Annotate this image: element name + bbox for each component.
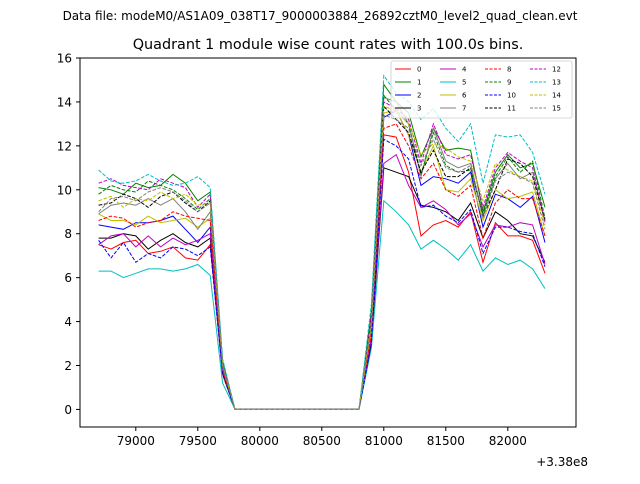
legend-label-0: 0 [417, 66, 421, 74]
y-tick-label: 4 [64, 315, 72, 329]
legend-label-1: 1 [417, 79, 421, 87]
y-tick-label: 14 [57, 95, 72, 109]
legend-label-7: 7 [462, 105, 466, 113]
x-tick-label: 81500 [427, 434, 465, 448]
legend-label-14: 14 [552, 92, 561, 100]
chart-title: Quadrant 1 module wise count rates with … [133, 37, 524, 53]
legend-label-13: 13 [552, 79, 561, 87]
legend-label-3: 3 [417, 105, 421, 113]
y-tick-label: 8 [64, 227, 72, 241]
x-tick-label: 79500 [179, 434, 217, 448]
plot-area [98, 74, 546, 410]
legend-label-12: 12 [552, 66, 561, 74]
legend-label-2: 2 [417, 92, 421, 100]
legend-label-6: 6 [462, 92, 467, 100]
legend-label-4: 4 [462, 66, 467, 74]
legend-label-5: 5 [462, 79, 466, 87]
x-tick-label: 79000 [117, 434, 155, 448]
y-tick-label: 10 [57, 183, 72, 197]
y-tick-label: 0 [64, 403, 72, 417]
suptitle: Data file: modeM0/AS1A09_038T17_90000038… [63, 9, 578, 23]
y-tick-label: 16 [57, 52, 72, 66]
y-tick-label: 6 [64, 271, 72, 285]
legend-label-15: 15 [552, 105, 561, 113]
y-tick-label: 2 [64, 359, 72, 373]
y-tick-label: 12 [57, 139, 72, 153]
legend-label-9: 9 [507, 79, 511, 87]
x-tick-label: 82000 [489, 434, 527, 448]
x-offset-label: +3.38e8 [536, 455, 588, 469]
x-tick-label: 80000 [241, 434, 279, 448]
series-line-14 [98, 105, 546, 410]
x-tick-label: 81000 [365, 434, 403, 448]
legend-label-11: 11 [507, 105, 516, 113]
legend-label-8: 8 [507, 66, 511, 74]
series-line-15 [98, 114, 546, 410]
legend-label-10: 10 [507, 92, 516, 100]
axes: 79000 79500 80000 80500 81000 81500 82000 0 2 4 6 8… [57, 52, 577, 448]
axes-frame [79, 57, 577, 428]
x-tick-label: 80500 [303, 434, 341, 448]
legend-box [390, 60, 573, 119]
